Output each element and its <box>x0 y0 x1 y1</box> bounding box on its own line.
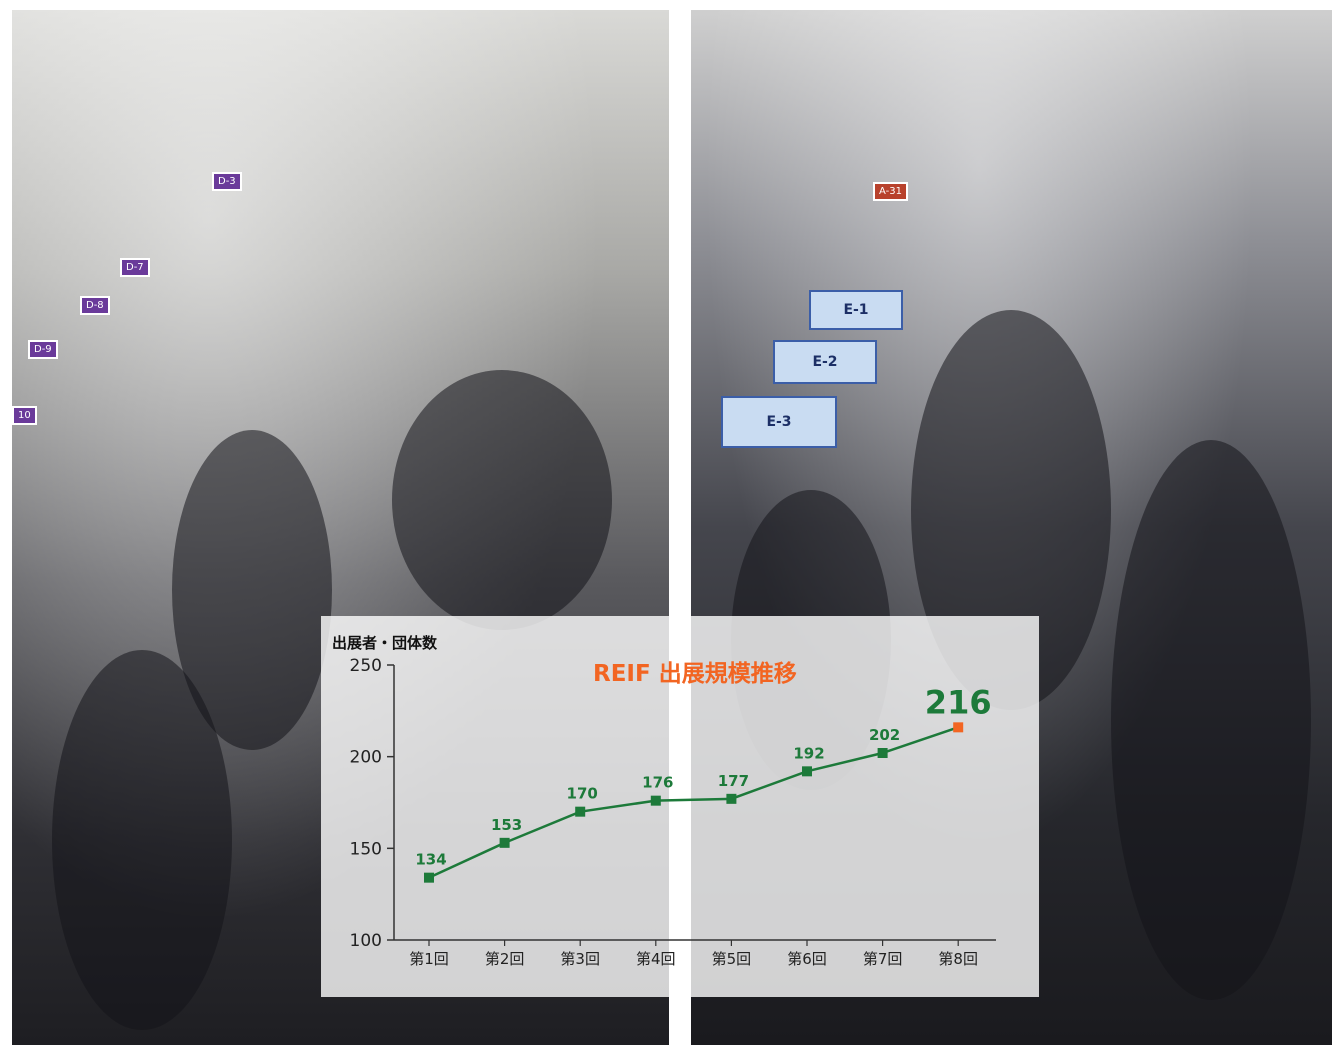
booth-sign-d3: D-3 <box>212 172 242 191</box>
x-tick-label: 第8回 <box>938 950 978 968</box>
x-tick-label: 第3回 <box>560 950 600 968</box>
data-marker <box>499 837 510 848</box>
y-tick-label: 250 <box>350 656 382 676</box>
chart-panel <box>321 616 1039 997</box>
x-tick-label: 第6回 <box>787 950 827 968</box>
data-label: 202 <box>869 726 900 744</box>
crowd-figure <box>52 650 232 1030</box>
x-tick-label: 第7回 <box>863 950 903 968</box>
data-marker-highlight <box>953 722 964 733</box>
data-label: 153 <box>491 816 522 834</box>
booth-sign-d8: D-8 <box>80 296 110 315</box>
y-tick-label: 100 <box>350 931 382 951</box>
data-marker <box>726 793 737 804</box>
data-marker <box>877 748 888 758</box>
booth-sign-10: 10 <box>12 406 37 425</box>
data-label: 176 <box>642 774 673 792</box>
data-marker <box>575 806 586 817</box>
data-marker <box>802 766 812 777</box>
booth-sign-a31: A-31 <box>873 182 908 201</box>
crowd-figure <box>392 370 612 630</box>
y-tick-label: 150 <box>350 839 382 859</box>
booth-sign-d9: D-9 <box>28 340 58 359</box>
series-line <box>428 726 959 879</box>
data-label: 192 <box>793 744 824 762</box>
booth-sign-d7: D-7 <box>120 258 150 277</box>
data-label: 134 <box>415 851 446 869</box>
x-tick-label: 第4回 <box>636 950 676 968</box>
data-label-latest: 216 <box>925 683 992 721</box>
crowd-figure <box>1111 440 1311 1000</box>
booth-sign-e1: E-1 <box>809 290 903 330</box>
x-tick-label: 第2回 <box>485 950 525 968</box>
booth-sign-e2: E-2 <box>773 340 877 384</box>
chart-title: REIF 出展規模推移 <box>593 661 797 687</box>
x-tick-label: 第5回 <box>712 950 752 968</box>
data-marker <box>424 872 434 883</box>
y-tick-label: 200 <box>350 748 382 768</box>
data-label: 170 <box>567 785 598 803</box>
data-label: 177 <box>718 772 749 790</box>
x-tick-label: 第1回 <box>409 950 449 968</box>
y-axis-title: 出展者・団体数 <box>332 634 438 652</box>
data-marker <box>650 795 661 806</box>
booth-sign-e3: E-3 <box>721 396 837 448</box>
